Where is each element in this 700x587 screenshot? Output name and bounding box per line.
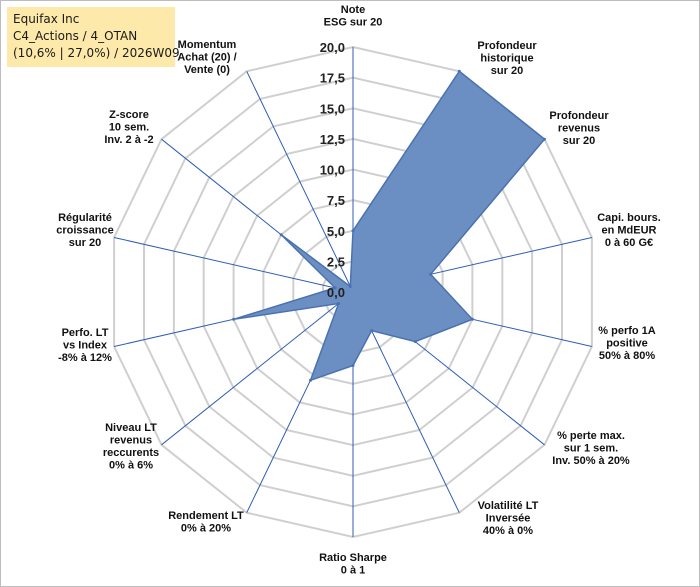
- axis-label: Momentum Achat (20) / Vente (0): [177, 39, 236, 76]
- axis-label: Z-score 10 sem. Inv. 2 à -2: [104, 109, 153, 146]
- tick-label: 0,0: [327, 285, 345, 300]
- axis-label: Note ESG sur 20: [324, 4, 383, 29]
- axis-label-line: Régularité: [58, 212, 112, 224]
- axis-label-line: 0 à 60 G€: [605, 237, 653, 249]
- data-point: [543, 137, 546, 141]
- axis-label-line: Z-score: [109, 109, 149, 121]
- axis-label-line: 50% à 80%: [599, 350, 655, 362]
- axis-label: Perfo. LT vs Index -8% à 12%: [58, 327, 112, 364]
- axis-label: % perfo 1A positive 50% à 80%: [598, 325, 656, 362]
- axis-label-line: en MdEUR: [602, 225, 657, 237]
- axis-label-line: Capi. bours.: [597, 212, 661, 224]
- axis-label: Capi. bours. en MdEUR 0 à 60 G€: [597, 212, 661, 249]
- axis-label: Régularité croissance sur 20: [56, 212, 113, 249]
- axis-label-line: Achat (20) /: [177, 52, 236, 64]
- axis-label-line: Note: [341, 4, 365, 16]
- axis-label-line: sur 20: [491, 65, 523, 77]
- tick-label: 17,5: [320, 71, 345, 86]
- axis-label-line: 10 sem.: [109, 122, 149, 134]
- tick-label: 2,5: [327, 254, 345, 269]
- axis-label-line: 0 à 1: [341, 565, 365, 577]
- axis-label-line: Niveau LT: [105, 422, 157, 434]
- axis-label-line: 40% à 0%: [483, 525, 533, 537]
- axis-label: Rendement LT 0% à 20%: [168, 510, 244, 535]
- data-point: [457, 69, 461, 73]
- tick-label: 5,0: [327, 224, 345, 239]
- axis-label-line: sur 20: [69, 237, 101, 249]
- axis-label-line: historique: [480, 53, 533, 65]
- axis-label-line: -8% à 12%: [58, 352, 112, 364]
- axis-label-line: Ratio Sharpe: [319, 552, 387, 564]
- axis-label-line: croissance: [56, 225, 113, 237]
- tick-label: 12,5: [320, 132, 345, 147]
- title-stats: (10,6% | 27,0%) / 2026W09: [13, 46, 180, 60]
- title-company: Equifax Inc: [13, 12, 80, 26]
- spoke-line: [113, 237, 354, 293]
- title-category: C4_Actions / 4_OTAN: [13, 29, 138, 43]
- data-point: [279, 233, 283, 237]
- data-point: [351, 229, 355, 233]
- axis-label-line: 0% à 20%: [181, 523, 231, 535]
- spoke-line: [161, 291, 354, 446]
- data-point: [470, 317, 474, 321]
- axis-label-line: Volatilité LT: [478, 500, 539, 512]
- axis-label: % perte max. sur 1 sem. Inv. 50% à 20%: [552, 430, 630, 467]
- data-point: [232, 317, 236, 321]
- axis-label-line: Perfo. LT: [62, 327, 109, 339]
- data-point: [337, 302, 341, 305]
- data-point: [429, 272, 433, 276]
- data-point: [309, 378, 312, 382]
- tick-label: 10,0: [320, 163, 345, 178]
- data-point: [413, 340, 417, 344]
- axis-label: Profondeur historique sur 20: [477, 40, 537, 77]
- axis-label-line: Momentum: [178, 39, 237, 51]
- axis-label-line: % perfo 1A: [598, 325, 656, 337]
- axis-label-line: reccurents: [103, 447, 159, 459]
- title-box: Equifax Inc C4_Actions / 4_OTAN (10,6% |…: [7, 7, 180, 67]
- axis-label: Volatilité LT Inversée 40% à 0%: [478, 500, 539, 537]
- axis-label-line: sur 1 sem.: [564, 443, 618, 455]
- axis-label-line: Rendement LT: [168, 510, 244, 522]
- axis-label-line: ESG sur 20: [324, 17, 383, 29]
- data-point: [370, 329, 374, 333]
- data-point: [348, 285, 352, 288]
- spoke-line: [246, 71, 354, 293]
- axis-label-line: Inv. 2 à -2: [104, 134, 153, 146]
- axis-label-line: sur 20: [563, 135, 595, 147]
- data-point: [333, 286, 337, 290]
- axis-label-line: revenus: [558, 123, 600, 135]
- axis-label-line: Profondeur: [477, 40, 537, 52]
- axis-label: Ratio Sharpe 0 à 1: [319, 552, 387, 577]
- axis-label-line: % perte max.: [557, 430, 625, 442]
- axis-label-line: positive: [606, 338, 648, 350]
- data-point: [351, 364, 355, 367]
- axis-label-line: 0% à 6%: [109, 460, 153, 472]
- axis-label-line: Inversée: [486, 513, 531, 525]
- axis-label-line: Inv. 50% à 20%: [552, 455, 630, 467]
- tick-label: 15,0: [320, 101, 345, 116]
- axis-label-line: Vente (0): [184, 64, 230, 76]
- axis-label-line: revenus: [110, 435, 152, 447]
- tick-label: 20,0: [320, 40, 345, 55]
- axis-label: Niveau LT revenus reccurents 0% à 6%: [103, 422, 159, 472]
- axis-label: Profondeur revenus sur 20: [549, 110, 609, 147]
- tick-label: 7,5: [327, 193, 345, 208]
- axis-label-line: Profondeur: [549, 110, 609, 122]
- axis-label-line: vs Index: [63, 340, 108, 352]
